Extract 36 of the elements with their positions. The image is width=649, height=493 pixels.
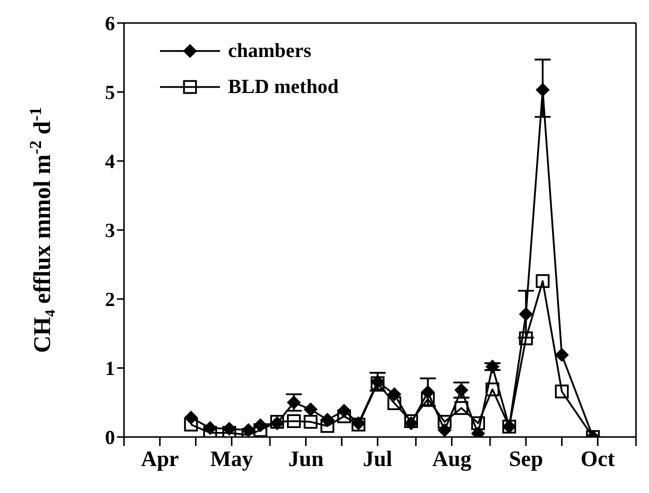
point bbox=[420, 392, 435, 406]
point bbox=[485, 360, 500, 374]
point bbox=[518, 307, 533, 322]
point bbox=[536, 82, 550, 97]
point bbox=[454, 401, 468, 415]
x-tick-label: Aug bbox=[432, 446, 472, 471]
y-tick-label: 6 bbox=[105, 13, 115, 36]
point bbox=[253, 423, 268, 437]
point bbox=[486, 382, 500, 396]
point bbox=[304, 402, 318, 416]
point bbox=[184, 418, 198, 432]
y-tick-label: 5 bbox=[105, 82, 115, 104]
legend-label: chambers bbox=[228, 40, 312, 62]
y-tick-label: 4 bbox=[105, 151, 115, 174]
point bbox=[554, 384, 569, 398]
point bbox=[387, 396, 402, 410]
point bbox=[471, 416, 485, 430]
x-tick-label: Apr bbox=[140, 446, 180, 471]
y-tick-label: 3 bbox=[105, 220, 115, 242]
point bbox=[286, 414, 301, 428]
x-tick-label: Jul bbox=[362, 446, 392, 471]
point bbox=[438, 414, 452, 429]
x-tick-label: Oct bbox=[580, 446, 616, 471]
x-tick-label: Sep bbox=[508, 446, 544, 471]
legend-label: BLD method bbox=[228, 76, 339, 98]
point bbox=[536, 274, 550, 288]
y-tick-label: 2 bbox=[105, 289, 115, 312]
point bbox=[554, 348, 569, 362]
point bbox=[337, 409, 352, 424]
point bbox=[304, 414, 318, 429]
point bbox=[320, 419, 334, 433]
point bbox=[519, 331, 533, 346]
x-tick-label: May bbox=[210, 446, 254, 471]
y-tick-label: 1 bbox=[105, 358, 115, 380]
x-tick-label: Jun bbox=[288, 446, 324, 471]
y-tick-label: 0 bbox=[105, 427, 115, 450]
